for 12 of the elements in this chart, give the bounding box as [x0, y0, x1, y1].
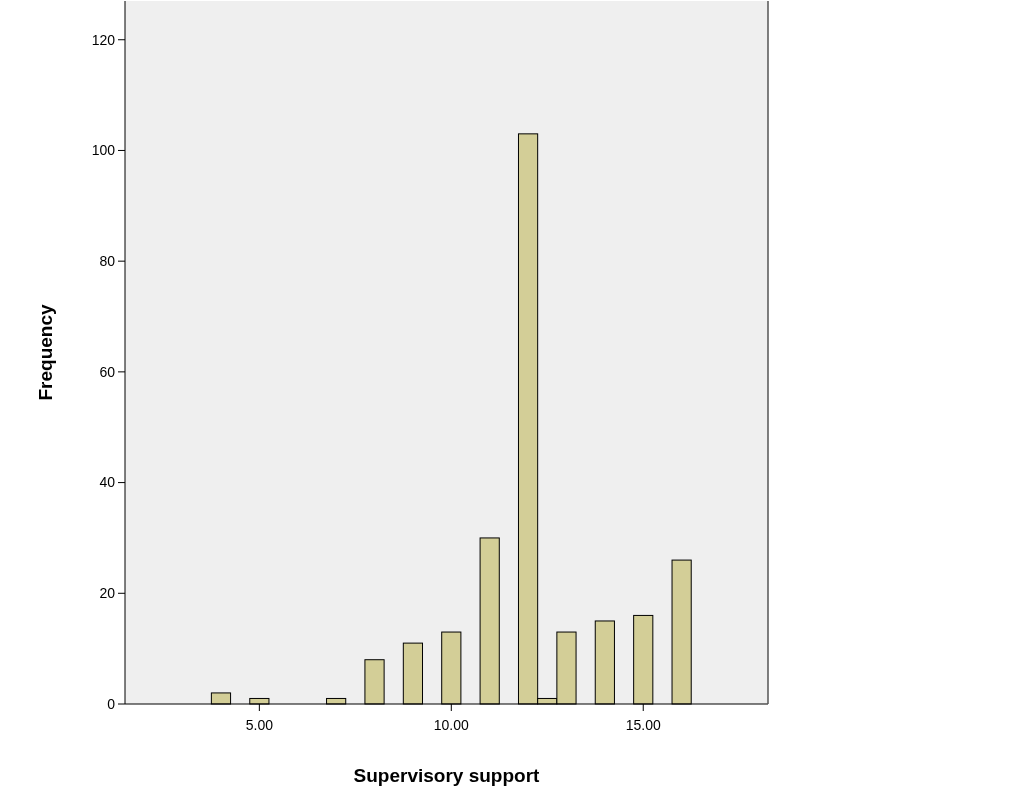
y-tick-label: 0: [107, 695, 116, 712]
y-tick-label: 20: [99, 585, 116, 602]
x-axis-title: Supervisory support: [353, 765, 541, 786]
x-tick-label: 10.00: [433, 717, 470, 733]
x-tick-label: 15.00: [625, 717, 661, 733]
y-tick-label: 120: [91, 31, 116, 48]
y-axis-title: Frequency: [35, 304, 56, 401]
y-tick-label: 40: [99, 474, 116, 491]
y-tick-label: 60: [99, 363, 116, 380]
y-tick-label: 100: [91, 142, 116, 159]
x-tick-label: 5.00: [245, 717, 274, 733]
y-tick-label: 80: [99, 253, 116, 270]
